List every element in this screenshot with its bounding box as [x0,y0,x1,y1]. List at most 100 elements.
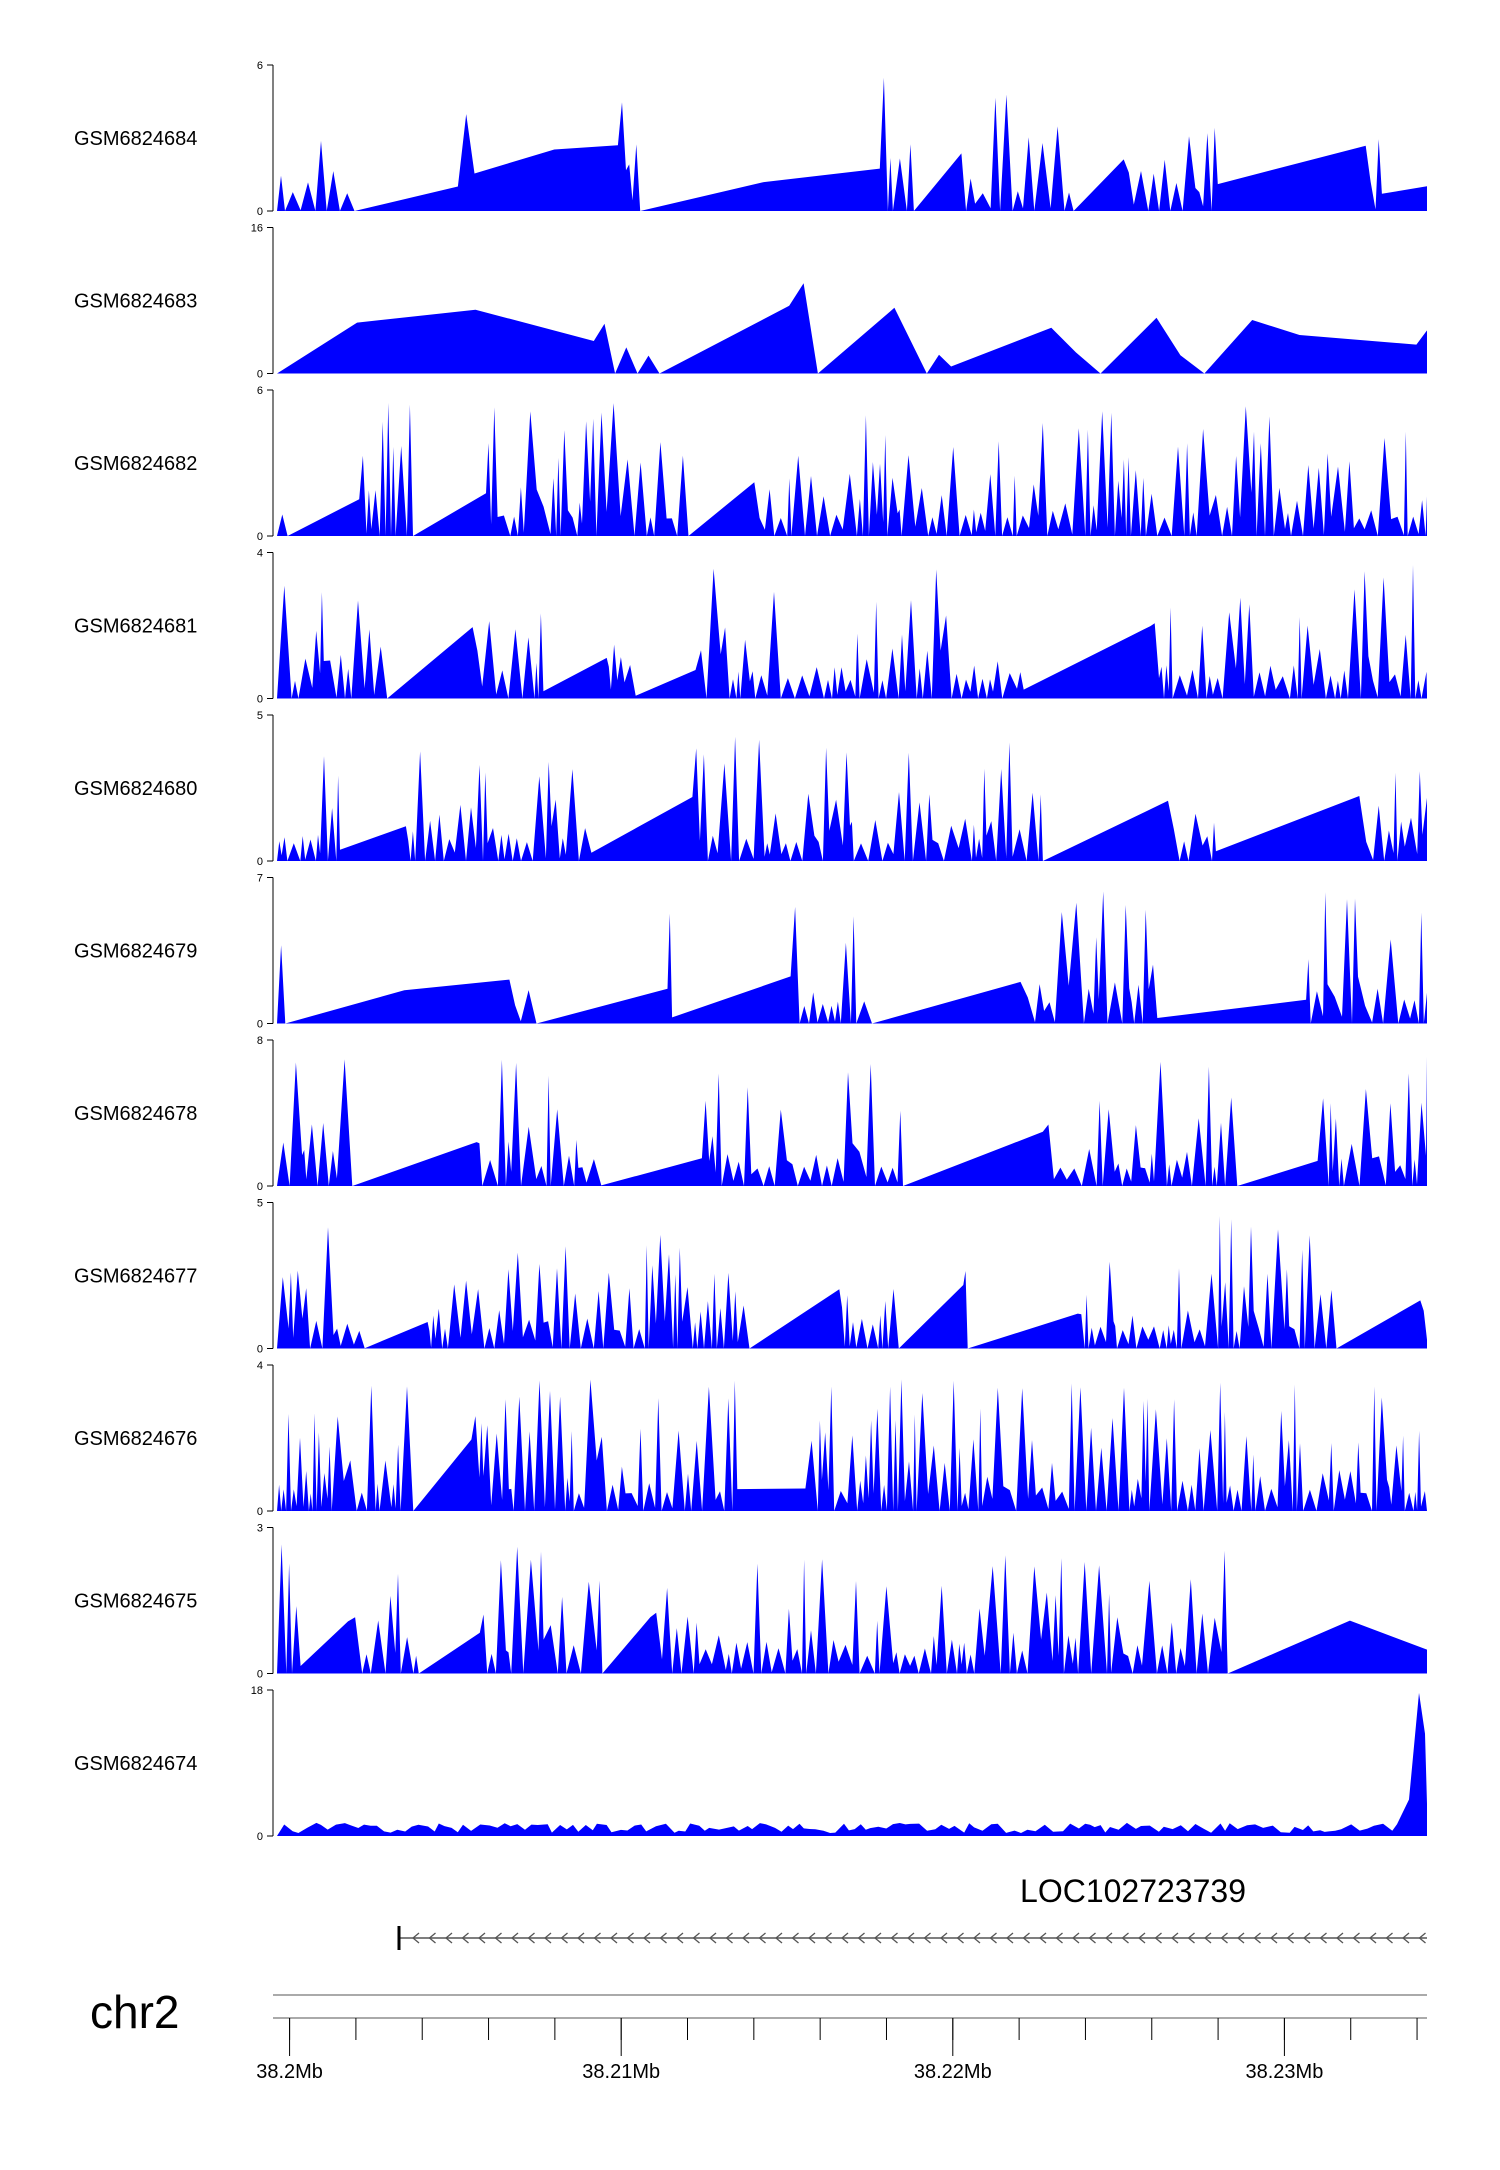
track-GSM6824684: GSM6824684 6 0 [74,60,1427,218]
strand-arrow [1401,1932,1410,1944]
strand-arrow [807,1932,816,1944]
track-label: GSM6824676 [74,1428,197,1450]
coverage-area [277,283,1427,374]
strand-arrow [1286,1932,1294,1944]
strand-arrow [1022,1932,1030,1944]
strand-arrow [923,1932,931,1944]
axis-tick-label: 38.23Mb [1245,2061,1323,2083]
y-min-label: 0 [257,856,263,868]
coverage-tracks: GSM682468460GSM6824683160GSM682468260GSM… [74,60,1427,1843]
axis-tick-label: 38.21Mb [582,2061,660,2083]
axis-tick-label: 38.22Mb [914,2061,992,2083]
strand-arrow [1187,1932,1195,1944]
coverage-area [277,736,1427,861]
strand-arrow [1038,1932,1047,1944]
strand-arrow [1368,1932,1377,1944]
strand-arrow [510,1932,519,1944]
strand-arrow [1319,1932,1327,1944]
strand-arrow [939,1932,948,1944]
y-min-label: 0 [257,369,263,381]
track-GSM6824678: GSM6824678 8 0 [74,1035,1427,1193]
strand-arrow [1236,1932,1245,1944]
track-GSM6824679: GSM6824679 7 0 [74,873,1427,1031]
strand-arrow [626,1932,634,1944]
strand-arrow [708,1932,717,1944]
strand-arrow [1269,1932,1278,1944]
strand-arrow [659,1932,667,1944]
y-max-label: 3 [257,1523,263,1535]
coverage-area [277,402,1427,536]
strand-arrow [675,1932,684,1944]
strand-arrow [461,1932,469,1944]
strand-arrow [1335,1932,1344,1944]
strand-arrow [1104,1932,1113,1944]
track-label: GSM6824675 [74,1591,197,1613]
y-min-label: 0 [257,1019,263,1031]
y-max-label: 4 [257,1360,263,1372]
track-GSM6824674: GSM6824674 18 0 [74,1685,1427,1843]
strand-arrow [1088,1932,1096,1944]
track-label: GSM6824677 [74,1266,197,1288]
track-GSM6824683: GSM6824683 16 0 [74,223,1427,381]
strand-arrow [1121,1932,1129,1944]
strand-arrow [725,1932,733,1944]
strand-arrow [857,1932,865,1944]
y-max-label: 5 [257,710,263,722]
track-label: GSM6824683 [74,291,197,313]
y-min-label: 0 [257,531,263,543]
strand-arrow [444,1932,453,1944]
strand-arrow [477,1932,486,1944]
strand-arrow [890,1932,898,1944]
strand-arrow [791,1932,799,1944]
strand-arrow [411,1932,420,1944]
track-GSM6824677: GSM6824677 5 0 [74,1198,1427,1356]
strand-arrow [1071,1932,1080,1944]
strand-arrow [774,1932,783,1944]
track-GSM6824675: GSM6824675 3 0 [74,1523,1427,1681]
coverage-area [277,1056,1427,1186]
chromosome-label: chr2 [90,1986,179,2038]
track-label: GSM6824679 [74,941,197,963]
y-max-label: 6 [257,385,263,397]
axis-ticks: 38.2Mb 38.21Mb 38.22Mb 38.23Mb [256,1994,1427,2083]
strand-arrow [1137,1932,1146,1944]
coverage-area [277,1692,1427,1836]
strand-arrow [543,1932,552,1944]
y-max-label: 16 [251,223,263,235]
y-min-label: 0 [257,1506,263,1518]
strand-arrow [1253,1932,1261,1944]
strand-arrow [1203,1932,1212,1944]
strand-arrow [609,1932,618,1944]
strand-arrow [906,1932,915,1944]
gene-annotation-track: LOC102723739 [397,1873,1427,1950]
strand-arrow [1005,1932,1014,1944]
strand-arrow [593,1932,601,1944]
strand-arrow [824,1932,832,1944]
track-GSM6824680: GSM6824680 5 0 [74,710,1427,868]
strand-arrow [840,1932,849,1944]
strand-arrow [642,1932,651,1944]
strand-arrow [1385,1932,1393,1944]
track-label: GSM6824678 [74,1103,197,1125]
track-GSM6824681: GSM6824681 4 0 [74,548,1427,706]
y-max-label: 4 [257,548,263,560]
strand-arrow [1055,1932,1063,1944]
track-GSM6824676: GSM6824676 4 0 [74,1360,1427,1518]
strand-arrow [1154,1932,1162,1944]
genome-axis: chr2 38.2Mb 38.21Mb 38.22Mb 38.23Mb [90,1986,1427,2083]
strand-arrow [494,1932,502,1944]
y-min-label: 0 [257,694,263,706]
y-min-label: 0 [257,1831,263,1843]
strand-arrow [1220,1932,1228,1944]
strand-arrow [1418,1932,1426,1944]
strand-arrow [576,1932,585,1944]
coverage-area [277,891,1427,1024]
track-label: GSM6824680 [74,778,197,800]
strand-arrow [873,1932,882,1944]
strand-arrow [1302,1932,1311,1944]
strand-arrow [956,1932,964,1944]
coverage-area [277,565,1427,699]
strand-arrow [560,1932,568,1944]
strand-arrow [428,1932,436,1944]
